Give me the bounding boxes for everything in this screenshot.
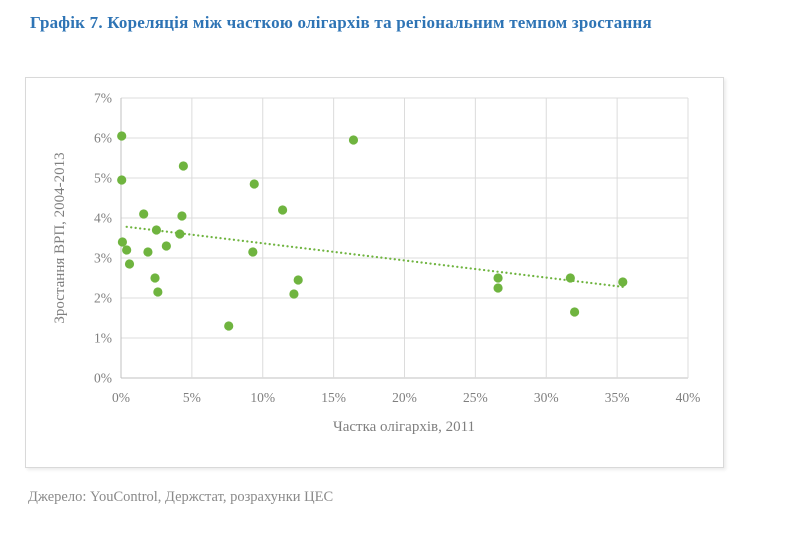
scatter-point (618, 277, 628, 287)
x-tick-label: 35% (605, 390, 630, 405)
y-tick-label: 2% (94, 291, 112, 306)
y-tick-label: 4% (94, 211, 112, 226)
chart-title: Графік 7. Кореляція між часткою олігархі… (30, 13, 652, 32)
x-tick-label: 40% (676, 390, 701, 405)
x-tick-label: 5% (183, 390, 201, 405)
scatter-point (117, 175, 127, 185)
scatter-point (224, 321, 234, 331)
y-tick-label: 0% (94, 371, 112, 386)
y-axis-title: Зростання ВРП, 2004-2013 (52, 152, 68, 323)
scatter-point (122, 245, 132, 255)
y-tick-label: 6% (94, 131, 112, 146)
scatter-chart: Зростання ВРП, 2004-2013 Частка олігархі… (52, 91, 701, 436)
y-tick-label: 7% (94, 91, 112, 106)
scatter-point (161, 241, 171, 251)
chart-card: Зростання ВРП, 2004-2013 Частка олігархі… (25, 77, 724, 468)
trendline (125, 225, 627, 289)
x-tick-label: 20% (392, 390, 417, 405)
scatter-point (153, 287, 163, 297)
scatter-point (293, 275, 303, 285)
x-tick-label: 15% (321, 390, 346, 405)
scatter-point (139, 209, 149, 219)
scatter-point (117, 131, 127, 141)
scatter-point (178, 161, 188, 171)
scatter-point (143, 247, 153, 257)
scatter-point (151, 225, 162, 235)
y-tick-label: 3% (94, 251, 112, 266)
source-note: Джерело: YouControl, Держстат, розрахунк… (28, 489, 334, 505)
scatter-point (570, 307, 580, 317)
scatter-point (124, 259, 135, 269)
scatter-point (565, 273, 575, 283)
scatter-point (249, 179, 259, 189)
y-tick-label: 5% (94, 171, 112, 186)
x-tick-label: 25% (463, 390, 488, 405)
scatter-point (175, 229, 185, 239)
scatter-point (277, 205, 288, 215)
scatter-point (493, 273, 503, 283)
scatter-point (289, 289, 299, 299)
scatter-point (248, 247, 258, 257)
x-tick-label: 10% (250, 390, 275, 405)
x-axis-title: Частка олігархів, 2011 (333, 419, 475, 435)
scatter-point (177, 211, 187, 221)
scatter-point (150, 273, 160, 283)
x-tick-label: 30% (534, 390, 559, 405)
scatter-point (348, 135, 359, 145)
y-tick-label: 1% (94, 331, 112, 346)
scatter-point (117, 237, 128, 247)
scatter-point (493, 283, 503, 293)
x-tick-label: 0% (112, 390, 130, 405)
